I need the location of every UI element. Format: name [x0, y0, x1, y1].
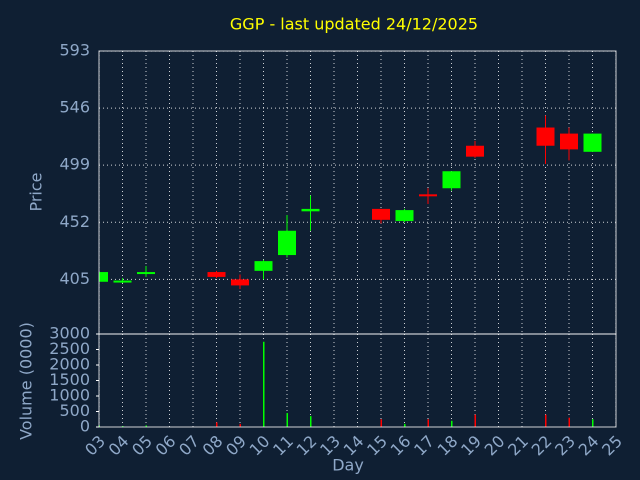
volume-panel [99, 334, 616, 427]
y2-tick-label: 2000 [49, 355, 90, 374]
candle-body [254, 261, 273, 271]
y-tick-label: 499 [59, 155, 90, 174]
volume-bar [568, 417, 570, 427]
candle-body [419, 194, 437, 197]
y2-tick-label: 1500 [49, 370, 90, 389]
volume-bar [404, 423, 406, 427]
volume-bar [592, 419, 594, 427]
volume-bar [451, 420, 453, 427]
volume-bar [545, 414, 547, 427]
volume-bar [474, 414, 476, 427]
y2-tick-label: 3000 [49, 324, 90, 343]
volume-frame [98, 333, 617, 428]
volume-bar [263, 341, 265, 427]
candle-body [278, 230, 296, 256]
chart-title: GGP - last updated 24/12/2025 [230, 15, 478, 34]
y-tick-label: 452 [59, 212, 90, 231]
volume-bar [216, 422, 218, 427]
y2-axis-label: Volume (0000) [17, 322, 36, 440]
candle-body [207, 272, 226, 277]
y2-tick-label: 1000 [49, 386, 90, 405]
candle-body [560, 133, 578, 150]
y-tick-label: 593 [59, 41, 90, 60]
x-axis-label: Day [332, 456, 364, 475]
volume-bar [145, 425, 147, 427]
candle-body [301, 208, 320, 212]
price-panel [99, 51, 616, 334]
candle-body [372, 208, 390, 220]
volume-bar [380, 419, 382, 427]
candle-body [466, 145, 484, 157]
candle-body [536, 127, 555, 146]
y2-tick-label: 2500 [49, 339, 90, 358]
candle-body [99, 272, 108, 282]
volume-bar [286, 413, 288, 427]
volume-bar [310, 416, 312, 427]
volume-bar [427, 419, 429, 427]
y2-tick-label: 0 [80, 417, 90, 436]
y-axis-label: Price [27, 172, 46, 211]
y-tick-label: 405 [59, 269, 90, 288]
candle-body [395, 210, 414, 222]
candle-body [442, 171, 461, 189]
volume-bar [239, 423, 241, 427]
candle-body [137, 272, 155, 275]
candle-body [231, 279, 249, 286]
y2-tick-label: 500 [59, 401, 90, 420]
candle-body [113, 280, 132, 283]
candle-body [583, 133, 602, 152]
y-tick-label: 546 [59, 98, 90, 117]
